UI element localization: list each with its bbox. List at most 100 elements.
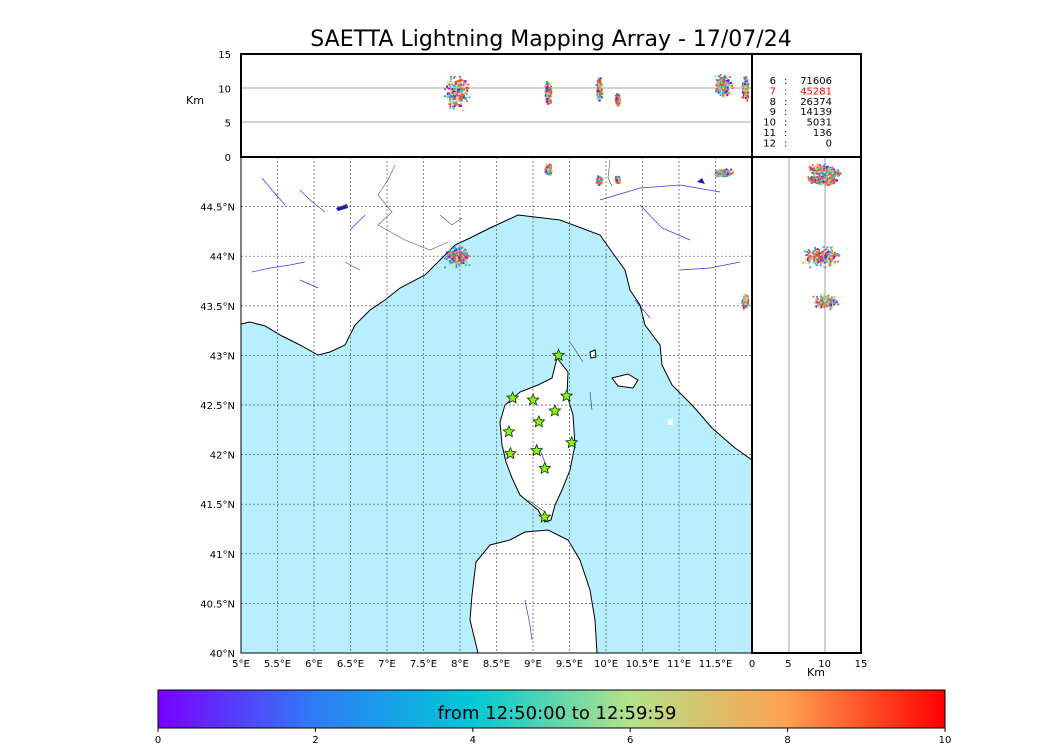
source-point-side	[817, 167, 820, 169]
source-point-side	[814, 249, 817, 251]
source-point	[600, 180, 603, 183]
source-point-side	[819, 258, 822, 261]
source-point-alt	[722, 80, 724, 83]
source-point-alt	[717, 91, 720, 93]
source-point	[456, 251, 459, 254]
source-point-side	[811, 251, 814, 254]
source-point-alt	[464, 82, 467, 85]
source-point	[458, 246, 461, 249]
colorbar-tick-label: 2	[312, 735, 318, 746]
source-point-alt	[742, 92, 745, 94]
source-point	[720, 172, 723, 175]
source-point-alt	[449, 105, 452, 108]
source-point-side	[821, 167, 824, 170]
source-point-side	[836, 179, 839, 182]
source-point-alt	[458, 84, 461, 87]
source-point-side	[823, 176, 826, 179]
source-point-alt	[456, 101, 458, 104]
source-point-side	[822, 265, 825, 268]
source-point-alt	[743, 87, 746, 90]
source-point	[726, 172, 729, 175]
source-point	[617, 181, 620, 184]
source-point-side	[827, 165, 830, 168]
source-point-alt	[726, 94, 729, 96]
source-point-alt	[547, 86, 550, 89]
source-point	[744, 303, 747, 306]
source-point-side	[837, 303, 839, 306]
source-point	[716, 171, 718, 174]
source-point	[458, 252, 461, 254]
source-point-alt	[546, 96, 549, 98]
source-point-alt	[448, 96, 451, 99]
station-star-icon	[565, 435, 579, 449]
source-point-alt	[447, 83, 450, 85]
source-point-alt	[744, 91, 746, 94]
source-point-alt	[449, 99, 451, 102]
source-point-alt	[462, 89, 465, 92]
source-point-side	[809, 168, 812, 171]
source-point	[457, 253, 460, 256]
source-point	[744, 305, 747, 308]
source-point-alt	[724, 93, 727, 96]
source-point-side	[834, 255, 837, 258]
source-point	[466, 252, 468, 255]
source-point	[721, 172, 724, 174]
source-point	[547, 171, 550, 174]
source-point-side	[814, 166, 817, 169]
source-point	[445, 258, 448, 260]
source-point-alt	[615, 100, 617, 103]
source-point-side	[820, 172, 823, 174]
source-point-side	[823, 255, 825, 258]
source-point-side	[815, 260, 818, 263]
source-point-side	[823, 299, 826, 302]
source-point-alt	[449, 97, 452, 100]
source-point-alt	[460, 102, 463, 105]
source-point-alt	[455, 85, 458, 88]
stat-separator: :	[784, 128, 787, 139]
source-point-side	[833, 170, 835, 173]
source-point-alt	[725, 92, 728, 94]
source-point	[454, 252, 457, 255]
source-point-side	[816, 248, 819, 251]
source-point-alt	[617, 103, 620, 106]
source-point-alt	[454, 86, 456, 89]
source-point-side	[815, 305, 818, 308]
source-point	[600, 177, 603, 180]
source-point-side	[818, 251, 820, 253]
altitude-source-points	[444, 74, 750, 112]
lat-tick-label: 41°N	[210, 550, 235, 561]
source-point-side	[810, 177, 813, 180]
stat-count: 26374	[800, 97, 832, 108]
source-point-side	[822, 175, 824, 178]
source-point-alt	[597, 86, 600, 88]
source-point-alt	[723, 94, 726, 97]
source-point-side	[826, 261, 829, 263]
source-point	[600, 178, 602, 181]
source-point-side	[830, 298, 833, 301]
source-point-alt	[596, 91, 599, 93]
colorbar-tick-label: 8	[784, 735, 790, 746]
source-point-side	[836, 172, 839, 175]
source-point-alt	[454, 82, 457, 85]
source-point	[457, 247, 459, 250]
source-point-alt	[460, 105, 463, 107]
source-point-alt	[618, 102, 620, 105]
source-point-alt	[454, 84, 457, 87]
source-point-alt	[458, 105, 461, 108]
source-point-side	[829, 247, 832, 250]
source-point-alt	[548, 87, 551, 90]
source-point-side	[822, 301, 824, 304]
map-panel	[240, 156, 753, 654]
source-point-alt	[723, 79, 725, 82]
source-point	[461, 260, 463, 263]
source-point-alt	[468, 96, 471, 99]
source-point-alt	[714, 75, 716, 78]
source-point-alt	[716, 82, 719, 85]
source-point-alt	[460, 99, 463, 102]
source-point-alt	[719, 89, 721, 92]
source-point	[547, 167, 550, 170]
source-point-alt	[547, 91, 550, 94]
source-point-side	[824, 301, 827, 304]
source-point	[597, 175, 600, 178]
source-point-alt	[549, 97, 552, 100]
